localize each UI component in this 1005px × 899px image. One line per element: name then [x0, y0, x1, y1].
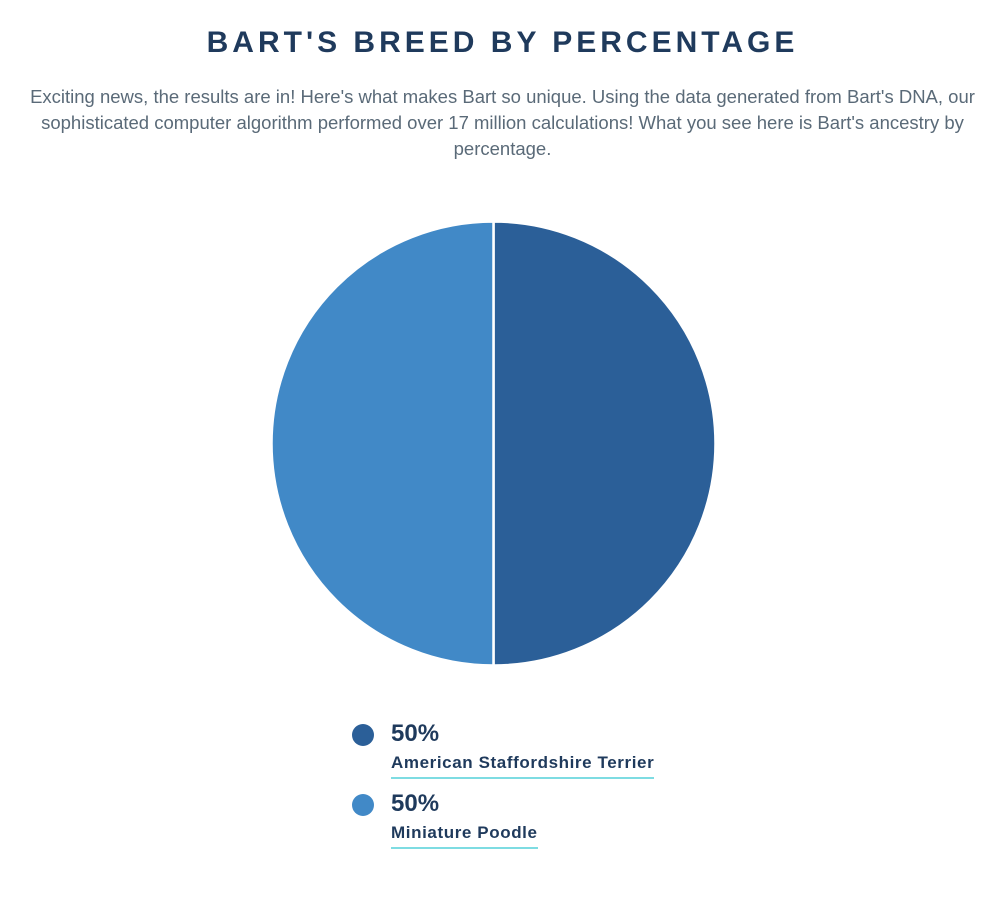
- page-title: BART'S BREED BY PERCENTAGE: [206, 26, 799, 59]
- chart-legend: 50% American Staffordshire Terrier 50% M…: [352, 720, 655, 860]
- breed-pie-chart: [270, 220, 717, 667]
- legend-swatch-miniature-poodle: [352, 794, 374, 816]
- legend-item-american-staffordshire-terrier: 50% American Staffordshire Terrier: [352, 720, 655, 779]
- legend-percentage-american-staffordshire-terrier: 50%: [391, 720, 440, 747]
- legend-item-miniature-poodle: 50% Miniature Poodle: [352, 790, 654, 849]
- legend-label-miniature-poodle[interactable]: Miniature Poodle: [391, 823, 538, 849]
- legend-texts: 50% Miniature Poodle: [391, 790, 538, 849]
- legend-percentage-miniature-poodle: 50%: [391, 790, 440, 817]
- legend-label-american-staffordshire-terrier[interactable]: American Staffordshire Terrier: [391, 753, 655, 779]
- legend-swatch-american-staffordshire-terrier: [352, 724, 374, 746]
- legend-texts: 50% American Staffordshire Terrier: [391, 720, 655, 779]
- page-description: Exciting news, the results are in! Here'…: [30, 86, 975, 159]
- pie-slice-miniature-poodle[interactable]: [270, 220, 495, 667]
- pie-slice-american-staffordshire-terrier[interactable]: [492, 220, 717, 667]
